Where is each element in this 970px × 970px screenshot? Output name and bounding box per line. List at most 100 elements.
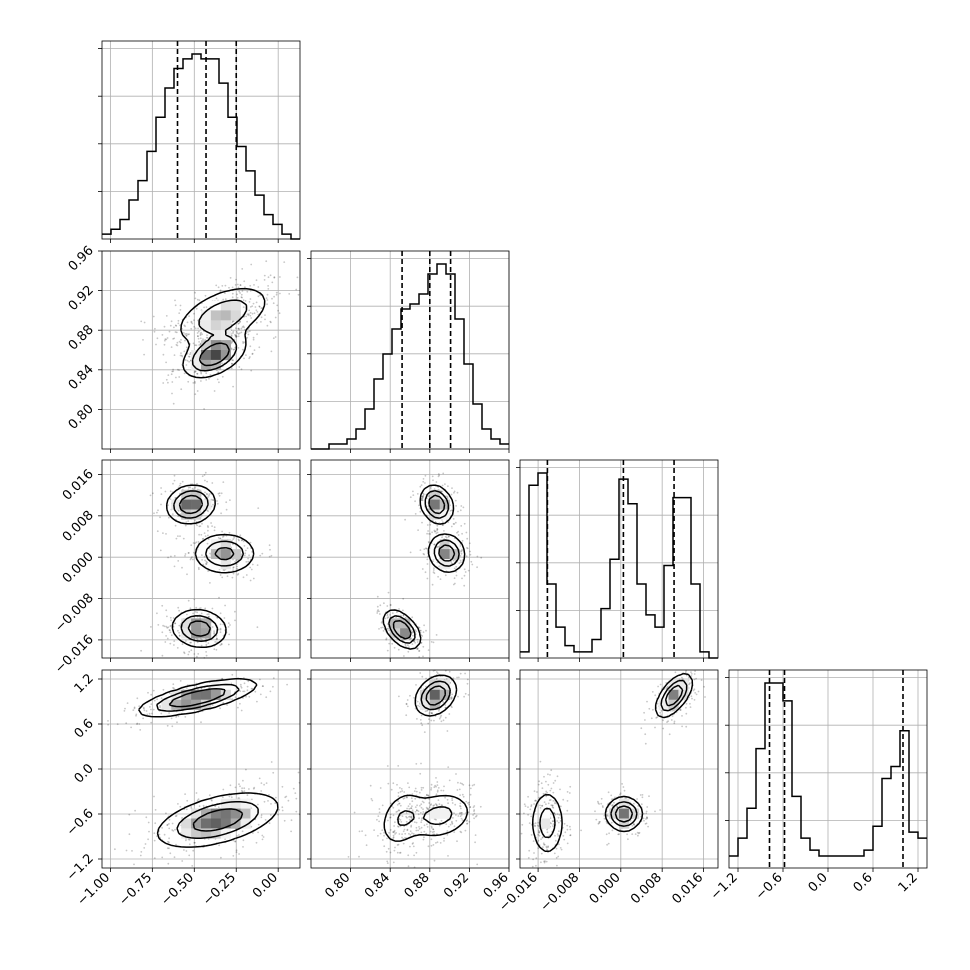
- sample-point: [461, 548, 463, 551]
- density-cell: [439, 509, 450, 520]
- sample-point: [434, 803, 437, 805]
- sample-point: [272, 771, 275, 774]
- sample-point: [420, 641, 423, 644]
- sample-point: [556, 775, 559, 778]
- sample-point: [241, 290, 244, 292]
- sample-point: [206, 542, 209, 545]
- sample-point: [219, 289, 222, 292]
- sample-point: [689, 682, 691, 685]
- density-cell: [201, 828, 212, 839]
- sample-point: [260, 790, 263, 792]
- sample-point: [273, 276, 276, 279]
- sample-point: [201, 559, 204, 561]
- sample-point: [466, 819, 469, 822]
- sample-point: [425, 806, 428, 809]
- sample-point: [398, 802, 401, 805]
- sample-point: [461, 793, 464, 796]
- sample-point: [234, 610, 236, 613]
- sample-point: [249, 566, 252, 569]
- sample-point: [160, 697, 163, 699]
- sample-point: [447, 802, 449, 805]
- sample-point: [249, 345, 252, 348]
- sample-point: [547, 802, 550, 805]
- sample-point: [219, 623, 222, 626]
- contour-line: [539, 679, 688, 839]
- density-cell: [210, 808, 222, 819]
- sample-point: [554, 834, 556, 837]
- sample-point: [431, 583, 434, 586]
- sample-point: [199, 333, 202, 335]
- sample-point: [569, 834, 572, 836]
- sample-point: [161, 604, 164, 607]
- sample-point: [377, 609, 379, 611]
- sample-point: [220, 643, 223, 645]
- sample-point: [534, 825, 536, 828]
- sample-point: [250, 825, 253, 828]
- sample-point: [387, 819, 389, 822]
- sample-point: [237, 327, 240, 330]
- sample-point: [409, 830, 412, 833]
- sample-point: [403, 828, 406, 831]
- sample-point: [385, 850, 388, 853]
- sample-point: [540, 838, 542, 840]
- sample-point: [541, 836, 544, 838]
- sample-point: [140, 649, 143, 652]
- sample-point: [200, 371, 203, 374]
- sample-point: [231, 576, 234, 579]
- sample-point: [422, 552, 425, 555]
- sample-point: [221, 285, 224, 287]
- sample-point: [422, 655, 424, 658]
- sample-point: [523, 803, 526, 806]
- sample-point: [146, 713, 149, 716]
- sample-point: [236, 565, 239, 568]
- sample-point: [269, 814, 272, 816]
- sample-point: [700, 679, 703, 681]
- sample-point: [673, 720, 676, 723]
- sample-point: [420, 722, 423, 725]
- sample-point: [613, 801, 615, 804]
- sample-point: [287, 799, 290, 802]
- sample-point: [607, 791, 610, 794]
- sample-point: [409, 833, 412, 836]
- sample-point: [552, 782, 555, 784]
- sample-point: [409, 803, 411, 805]
- sample-point: [415, 790, 418, 793]
- sample-point: [159, 706, 162, 709]
- y-tick-label: 0.92: [66, 283, 97, 314]
- sample-point: [364, 834, 367, 837]
- sample-point: [480, 556, 483, 559]
- sample-point: [247, 333, 250, 336]
- sample-point: [207, 613, 210, 615]
- sample-point: [239, 690, 242, 693]
- sample-point: [234, 786, 237, 789]
- sample-point: [197, 327, 200, 330]
- sample-point: [407, 782, 409, 784]
- sample-point: [389, 603, 392, 606]
- sample-point: [426, 823, 428, 826]
- sample-point: [407, 650, 410, 653]
- sample-point: [253, 786, 256, 789]
- sample-point: [234, 840, 237, 843]
- sample-point: [563, 822, 566, 825]
- sample-point: [378, 628, 380, 630]
- sample-point: [392, 837, 395, 839]
- sample-point: [194, 297, 197, 300]
- density-cell: [191, 818, 202, 829]
- sample-point: [397, 800, 400, 802]
- sample-point: [162, 382, 165, 384]
- density-cell: [201, 818, 212, 829]
- sample-point: [207, 615, 210, 618]
- sample-point: [150, 708, 152, 711]
- sample-point: [423, 731, 426, 733]
- sample-point: [171, 392, 173, 395]
- sample-point: [466, 678, 469, 681]
- sample-point: [206, 334, 208, 337]
- density-cell: [240, 798, 251, 809]
- sample-point: [461, 532, 463, 535]
- sample-point: [446, 830, 449, 832]
- sample-point: [396, 851, 399, 854]
- sample-point: [534, 824, 536, 827]
- density-cell: [191, 618, 202, 629]
- sample-point: [557, 830, 560, 833]
- sample-point: [187, 520, 190, 522]
